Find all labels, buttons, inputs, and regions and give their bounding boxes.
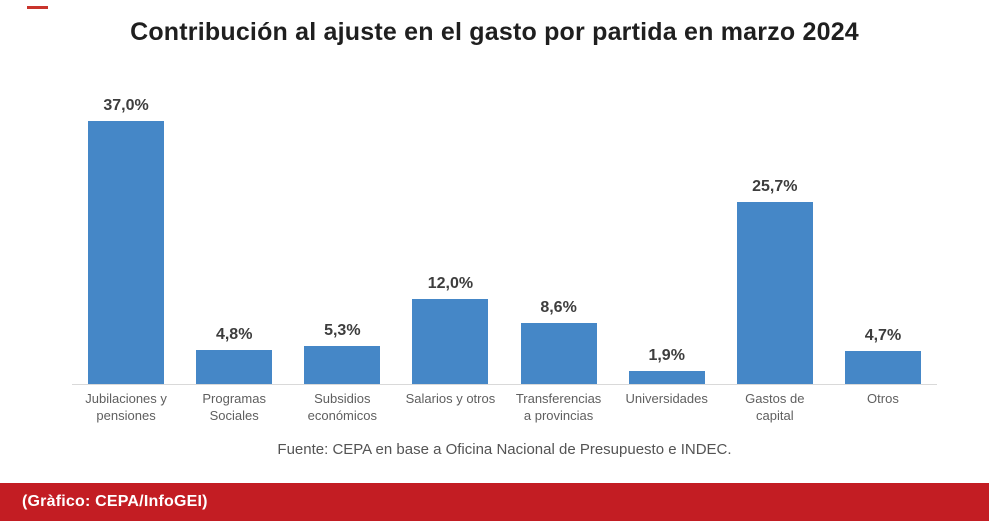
bar-column: 8,6% (505, 90, 613, 384)
category-label: Gastos de capital (745, 391, 805, 423)
bar-column: 4,8% (180, 90, 288, 384)
bar (196, 350, 273, 384)
bars-row: 37,0% 4,8% 5,3% 12,0% 8,6% 1,9% 25,7% 4,7% (72, 90, 937, 385)
bar-value-label: 1,9% (648, 347, 685, 364)
bar-value-label: 4,7% (864, 327, 902, 344)
bar-chart: 37,0% 4,8% 5,3% 12,0% 8,6% 1,9% 25,7% 4,7% Jubi… (72, 90, 937, 458)
category-label: Jubilaciones y pensiones (85, 391, 167, 423)
category-label: Subsidios económicos (307, 391, 377, 423)
credit-text: (Gràfico: CEPA/InfoGEI) (22, 493, 208, 510)
bar-column: 12,0% (396, 90, 504, 384)
bar (88, 121, 165, 384)
category-label: Salarios y otros (405, 391, 496, 406)
top-left-accent-dash (27, 6, 48, 9)
source-note: Fuente: CEPA en base a Oficina Nacional … (277, 440, 732, 458)
bar (520, 323, 597, 384)
category-label: Otros (867, 391, 899, 406)
chart-title: Contribución al ajuste en el gasto por p… (130, 18, 859, 46)
bar-column: 4,7% (829, 90, 937, 384)
bar-value-label: 4,8% (215, 326, 253, 343)
category-label: Programas Sociales (202, 391, 266, 423)
bar (844, 351, 921, 384)
credit-bar: (Gràfico: CEPA/InfoGEI) (0, 483, 989, 521)
bar-value-label: 8,6% (540, 299, 577, 316)
bar (412, 299, 489, 384)
bar-value-label: 12,0% (427, 275, 474, 292)
bar-value-label: 37,0% (103, 97, 149, 114)
bar (628, 371, 705, 384)
bar-value-label: 5,3% (324, 322, 361, 339)
bar-column: 1,9% (613, 90, 721, 384)
bar-value-label: 25,7% (752, 178, 798, 195)
category-label: Transferencias a provincias (515, 391, 602, 423)
bar (736, 202, 813, 384)
bar-column: 25,7% (721, 90, 829, 384)
category-labels-row: Jubilaciones y pensiones Programas Sociales… (72, 391, 937, 425)
bar-column: 5,3% (288, 90, 396, 384)
bar (304, 346, 381, 384)
category-label: Universidades (625, 391, 708, 406)
bar-column: 37,0% (72, 90, 180, 384)
